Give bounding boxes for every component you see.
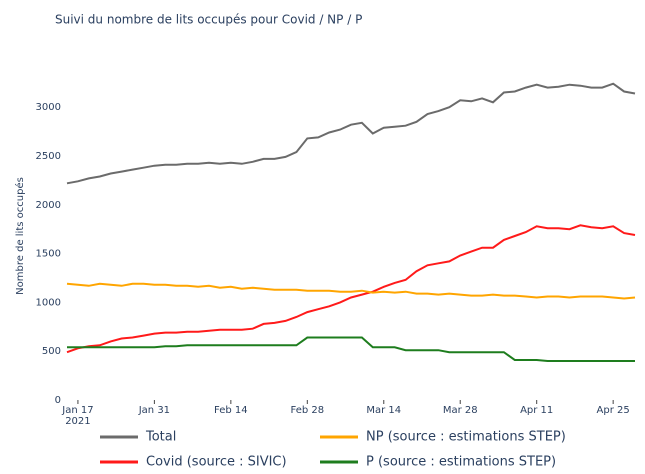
chart-title: Suivi du nombre de lits occupés pour Cov… [55,13,362,27]
x-tick-label-line: 2021 [65,416,90,427]
x-tick-label: Mar 14 [366,405,401,416]
x-tick-label: Apr 11 [520,405,553,416]
series-line [66,82,636,185]
x-tick-label: Mar 28 [443,405,478,416]
x-tick-label: Jan 17 2021 [61,405,93,427]
y-tick-label: 500 [42,346,61,357]
x-tick-label: Apr 25 [597,405,630,416]
y-axis-label: Nombre de lits occupés [14,177,26,295]
x-tick-label: Feb 14 [214,405,248,416]
x-tick-label: Feb 28 [291,405,325,416]
series-line [66,224,636,354]
legend-label: P (source : estimations STEP) [366,455,556,470]
y-tick-label: 2500 [36,151,61,162]
x-tick-label: Jan 31 [138,405,170,416]
series-line [66,282,636,300]
legend-label: NP (source : estimations STEP) [366,430,566,445]
series-line [67,336,635,362]
legend-label: Total [145,430,176,445]
y-tick-label: 3000 [36,102,61,113]
y-tick-label: 1000 [36,297,61,308]
y-tick-label: 0 [55,395,61,406]
legend-label: Covid (source : SIVIC) [146,455,287,470]
x-tick-label-line: Jan 17 [61,405,93,416]
y-tick-label: 2000 [36,200,61,211]
y-tick-label: 1500 [36,249,61,260]
